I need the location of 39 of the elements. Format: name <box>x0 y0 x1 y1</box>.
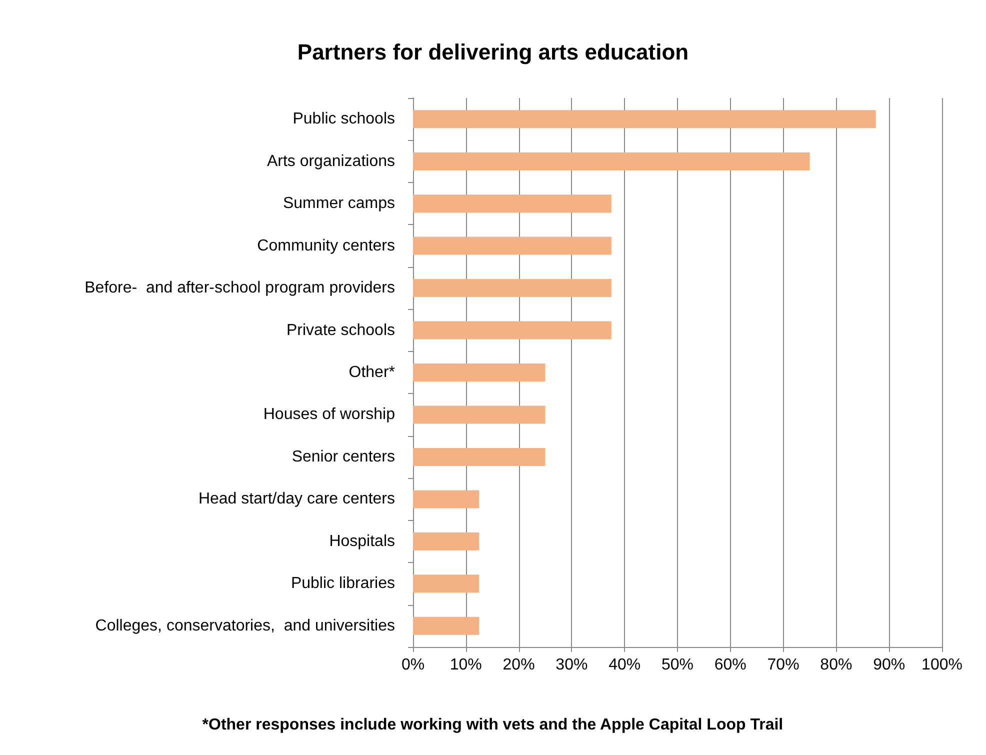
y-tick-label: Senior centers <box>292 448 395 466</box>
bar <box>413 194 612 213</box>
x-tick-label: 50% <box>661 656 694 674</box>
y-tick-label: Colleges, conservatories, and universities <box>95 617 395 634</box>
bar <box>413 279 612 298</box>
y-tick-label: Other* <box>348 364 395 381</box>
bar <box>413 574 480 593</box>
x-tick-label: 20% <box>502 656 535 674</box>
y-tick-label: Summer camps <box>282 195 395 212</box>
y-tick-label: Head start/day care centers <box>198 490 395 508</box>
bar <box>413 152 810 170</box>
y-tick-label: Before- and after-school program providers <box>84 280 395 297</box>
x-tick-label: 0% <box>401 656 425 674</box>
y-tick-label: Hospitals <box>329 532 395 550</box>
chart-title: Partners for delivering arts education <box>297 40 689 64</box>
bar <box>413 532 480 550</box>
y-tick-label: Public libraries <box>290 575 395 592</box>
bar <box>413 406 546 424</box>
bar <box>413 364 546 382</box>
x-tick-label: 100% <box>922 656 962 674</box>
y-tick-label: Arts organizations <box>266 152 395 170</box>
bar <box>413 448 546 466</box>
y-tick-label: Community centers <box>257 237 395 254</box>
bar <box>413 110 876 128</box>
x-tick-label: 10% <box>450 656 482 674</box>
y-tick-label: Public schools <box>292 110 395 128</box>
bar <box>413 236 612 255</box>
x-tick-label: 70% <box>767 656 800 674</box>
x-tick-label: 60% <box>714 656 746 674</box>
text: *Other responses include working with vets and the Apple Capital Loop Trail <box>202 716 784 734</box>
x-tick-label: 90% <box>873 656 906 674</box>
x-tick-label: 80% <box>820 656 852 674</box>
bar <box>413 616 480 635</box>
bar <box>413 321 612 340</box>
x-tick-label: 30% <box>556 656 588 674</box>
y-tick-label: Private schools <box>286 322 395 339</box>
x-tick-label: 40% <box>608 656 641 674</box>
y-tick-label: Houses of worship <box>263 406 396 424</box>
bar <box>413 490 480 508</box>
